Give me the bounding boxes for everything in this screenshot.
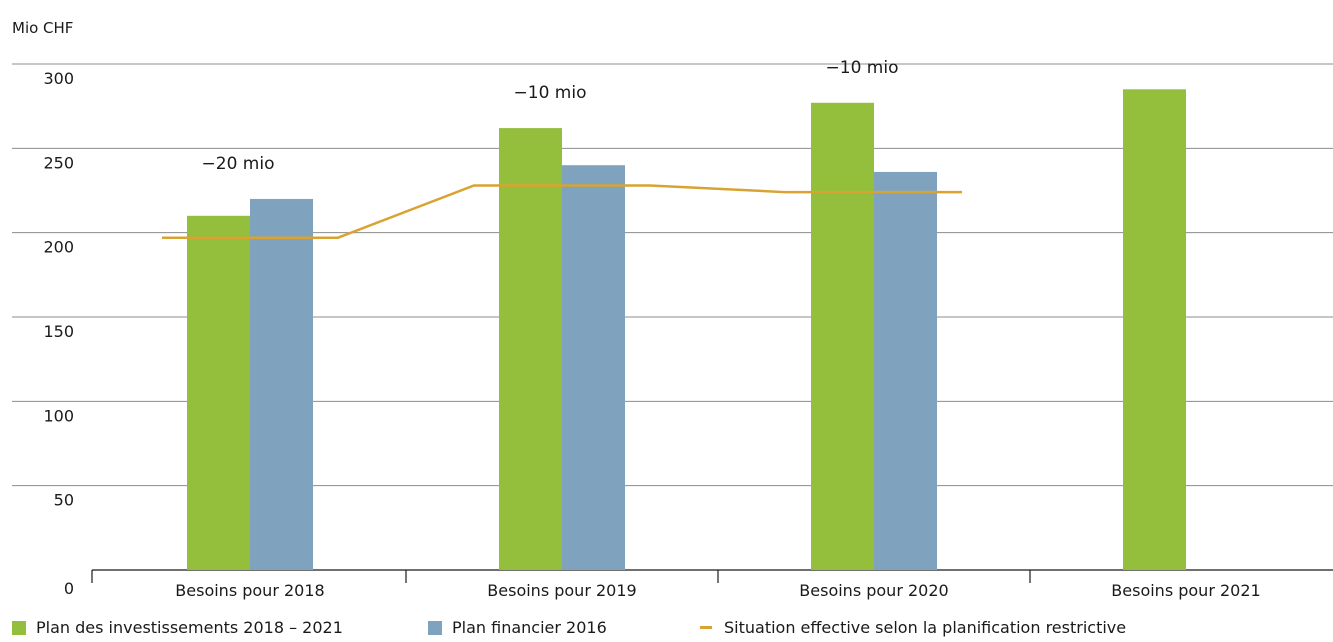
line-restrictive-planning bbox=[162, 184, 962, 239]
labels: 0 50 100 150 200 250 300 Besoins pour 2018 Besoi… bbox=[43, 58, 1260, 600]
bar-investment-plan bbox=[187, 215, 250, 571]
bars bbox=[187, 89, 1186, 571]
difference-annotation: −10 mio bbox=[514, 83, 587, 103]
legend-swatch-green bbox=[12, 620, 26, 635]
y-tick-label: 250 bbox=[43, 153, 74, 172]
y-tick-label: 200 bbox=[43, 238, 74, 257]
difference-annotation: −10 mio bbox=[826, 58, 899, 78]
difference-annotation: −20 mio bbox=[202, 154, 275, 174]
bar-financial-plan bbox=[874, 171, 937, 571]
x-category-label: Besoins pour 2020 bbox=[799, 581, 948, 600]
bar-investment-plan bbox=[499, 128, 562, 571]
y-tick-label: 0 bbox=[64, 579, 74, 598]
x-category-label: Besoins pour 2019 bbox=[487, 581, 636, 600]
y-axis-unit-label: Mio CHF bbox=[12, 19, 73, 37]
y-tick-label: 150 bbox=[43, 322, 74, 341]
legend-swatch-blue bbox=[428, 620, 442, 635]
legend-label-financial-plan: Plan financier 2016 bbox=[452, 618, 607, 637]
legend-label-restrictive-planning: Situation effective selon la planificati… bbox=[724, 618, 1127, 637]
x-category-label: Besoins pour 2021 bbox=[1111, 581, 1260, 600]
legend-item-financial-plan: Plan financier 2016 bbox=[428, 618, 607, 637]
line-series bbox=[162, 184, 962, 239]
legend-item-investment-plan: Plan des investissements 2018 – 2021 bbox=[12, 618, 343, 637]
legend: Plan des investissements 2018 – 2021 Pla… bbox=[0, 618, 1333, 642]
bar-financial-plan bbox=[250, 198, 313, 570]
bar-investment-plan bbox=[1123, 89, 1186, 571]
bar-investment-plan bbox=[811, 102, 874, 570]
y-tick-label: 50 bbox=[54, 491, 74, 510]
bar-financial-plan bbox=[562, 165, 625, 570]
legend-swatch-orange-line bbox=[700, 626, 712, 629]
legend-label-investment-plan: Plan des investissements 2018 – 2021 bbox=[36, 618, 343, 637]
x-category-label: Besoins pour 2018 bbox=[175, 581, 324, 600]
legend-item-restrictive-planning: Situation effective selon la planificati… bbox=[700, 618, 1126, 637]
y-tick-label: 300 bbox=[43, 69, 74, 88]
y-tick-label: 100 bbox=[43, 406, 74, 425]
